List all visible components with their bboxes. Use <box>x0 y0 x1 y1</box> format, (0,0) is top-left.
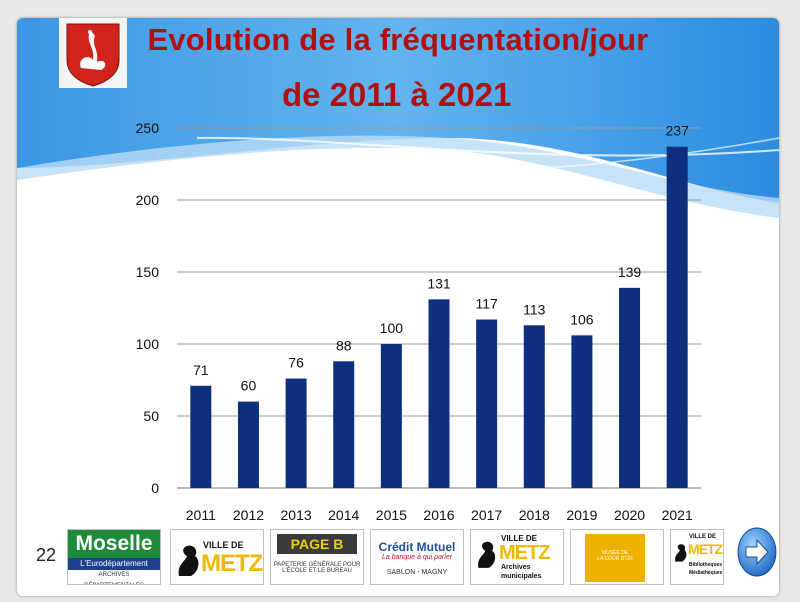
logo-block: MUSÉE DE LA COUR D'OR <box>585 534 645 582</box>
credit-mutuel-logo: Crédit Mutuel La banque à qui parler SAB… <box>370 529 464 585</box>
musee-cour-dor-logo: MUSÉE DE LA COUR D'OR <box>570 529 664 585</box>
data-label: 106 <box>570 311 594 327</box>
data-label: 60 <box>241 378 257 394</box>
bar <box>619 287 641 488</box>
bar <box>428 299 450 488</box>
bar <box>380 344 402 488</box>
x-tick-label: 2013 <box>281 507 312 523</box>
data-label: 100 <box>380 320 404 336</box>
logo-text: VILLE DE <box>501 534 538 543</box>
next-slide-arrow-icon[interactable] <box>737 526 777 578</box>
bar <box>285 378 307 488</box>
x-tick-label: 2011 <box>186 507 216 523</box>
data-label: 71 <box>193 362 209 378</box>
x-tick-label: 2012 <box>233 507 264 523</box>
logo-text: municipales <box>501 573 542 580</box>
partner-logos: Moselle L'Eurodépartement ARCHIVES DÉPAR… <box>67 526 724 586</box>
x-tick-label: 2016 <box>423 507 454 523</box>
chart-title-line1: Evolution de la fréquentation/jour <box>147 22 649 57</box>
logo-text: METZ <box>201 550 263 577</box>
y-tick-label: 50 <box>143 408 159 424</box>
y-tick-label: 200 <box>136 192 160 208</box>
logo-text: MUSÉE DE <box>601 550 629 556</box>
moselle-logo: Moselle L'Eurodépartement ARCHIVES DÉPAR… <box>67 529 161 585</box>
logo-text: VILLE DE <box>203 540 244 550</box>
data-label: 113 <box>523 301 546 317</box>
data-label: 237 <box>666 123 690 139</box>
data-label: 131 <box>427 275 451 291</box>
slide: Evolution de la fréquentation/jour de 20… <box>17 18 779 596</box>
logo-text: LA COUR D'OR <box>597 556 633 562</box>
logo-text: PAPETERIE GÉNÉRALE POUR <box>273 562 361 568</box>
x-tick-label: 2021 <box>662 507 693 523</box>
logo-text: PAGE B <box>277 534 357 554</box>
logo-text: La banque à qui parler <box>381 554 453 561</box>
data-label: 139 <box>618 264 642 280</box>
logo-text: Crédit Mutuel <box>378 540 456 554</box>
bar <box>237 401 259 488</box>
bar <box>571 335 593 488</box>
ville-de-metz-logo: VILLE DE METZ <box>170 529 264 585</box>
y-tick-label: 100 <box>136 336 160 352</box>
x-tick-label: 2015 <box>376 507 407 523</box>
x-tick-label: 2014 <box>328 507 359 523</box>
bar <box>333 361 355 488</box>
coat-of-arms-icon <box>59 18 127 88</box>
page-b-logo: PAGE B PAPETERIE GÉNÉRALE POUR L'ÉCOLE E… <box>270 529 364 585</box>
dragon-icon <box>178 545 199 576</box>
dragon-icon <box>675 544 687 562</box>
y-tick-label: 150 <box>136 264 160 280</box>
y-tick-label: 250 <box>136 120 160 136</box>
x-tick-label: 2018 <box>519 507 550 523</box>
bar-chart: 0 50 100 150 200 250 71 2011 60 2012 76 2013 88 2014 1… <box>136 120 701 523</box>
x-tick-label: 2020 <box>614 507 645 523</box>
metz-archives-logo: VILLE DE METZ Archives municipales <box>470 529 564 585</box>
dragon-icon <box>478 541 496 568</box>
bar <box>190 385 212 488</box>
logo-text: Médiathèques <box>689 570 723 576</box>
data-label: 117 <box>475 296 498 312</box>
logo-text: Archives <box>501 564 531 571</box>
logo-text: METZ <box>688 541 723 557</box>
bar <box>666 146 688 488</box>
x-tick-label: 2019 <box>566 507 597 523</box>
logo-text: Moselle <box>68 530 160 558</box>
logo-text: SABLON - MAGNY <box>386 569 448 576</box>
logo-text: VILLE DE <box>689 534 717 540</box>
logo-text: L'Eurodépartement <box>68 558 160 570</box>
chart-title-line2: de 2011 à 2021 <box>282 76 512 113</box>
y-tick-label: 0 <box>151 480 159 496</box>
slide-number: 22 <box>36 545 57 565</box>
data-label: 88 <box>336 337 352 353</box>
logo-text: Bibliothèques <box>689 562 723 568</box>
logo-text: ARCHIVES DÉPARTEMENTALES <box>84 572 144 584</box>
logo-text: METZ <box>499 542 550 564</box>
x-tick-label: 2017 <box>471 507 502 523</box>
data-label: 76 <box>288 355 304 371</box>
bar <box>476 319 498 488</box>
bar <box>523 325 545 488</box>
metz-bibliotheques-logo: VILLE DE METZ Bibliothèques Médiathèques <box>670 529 724 585</box>
logo-text: L'ÉCOLE ET LE BUREAU <box>282 568 352 574</box>
